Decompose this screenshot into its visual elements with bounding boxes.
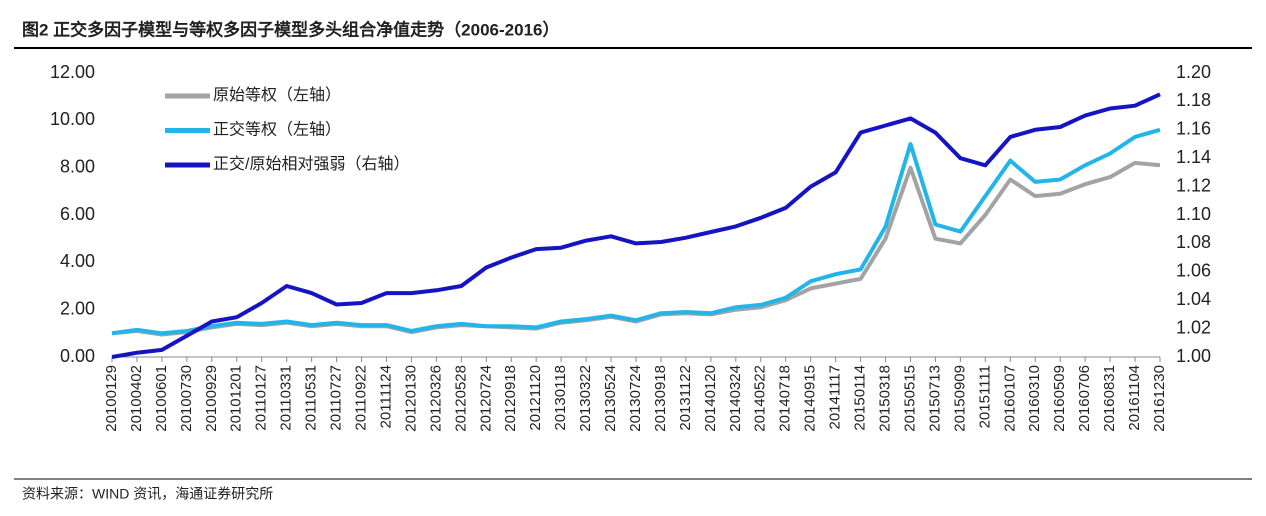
x-tick-label: 20140915 <box>802 365 819 432</box>
x-tick-label: 20120528 <box>452 365 469 432</box>
x-tick-label: 20150515 <box>901 365 918 432</box>
x-tick-label: 20160310 <box>1026 365 1043 432</box>
x-tick-label: 20130118 <box>552 365 569 431</box>
x-tick-label: 20110331 <box>278 365 295 431</box>
y2-tick-label: 1.10 <box>1176 204 1211 224</box>
x-tick-label: 20160831 <box>1101 365 1118 432</box>
x-tick-label: 20150909 <box>951 365 968 432</box>
series-line <box>111 160 1161 337</box>
y2-tick-label: 1.16 <box>1176 119 1211 139</box>
x-tick-label: 20120724 <box>477 365 494 432</box>
x-tick-label: 20110727 <box>328 365 345 431</box>
x-tick-label: 20100129 <box>103 365 120 432</box>
y2-tick-label: 1.14 <box>1176 147 1211 167</box>
y-tick-label: 4.00 <box>60 251 95 271</box>
y-tick-label: 8.00 <box>60 156 95 176</box>
x-tick-label: 20150114 <box>852 365 869 431</box>
x-tick-label: 20130322 <box>577 365 594 432</box>
x-tick-label: 20121120 <box>527 365 544 431</box>
y2-tick-label: 1.00 <box>1176 346 1211 366</box>
x-tick-label: 20131122 <box>677 365 694 431</box>
x-tick-label: 20100601 <box>153 365 170 432</box>
x-tick-label: 20120130 <box>402 365 419 432</box>
x-tick-label: 20120918 <box>502 365 519 432</box>
y2-tick-label: 1.20 <box>1176 62 1211 82</box>
y-tick-label: 6.00 <box>60 204 95 224</box>
x-tick-label: 20161104 <box>1126 365 1143 431</box>
chart-title: 图2 正交多因子模型与等权多因子模型多头组合净值走势（2006-2016） <box>22 19 559 39</box>
x-tick-label: 20150713 <box>926 365 943 432</box>
y-tick-label: 0.00 <box>60 346 95 366</box>
x-tick-label: 20151111 <box>976 365 993 428</box>
x-tick-label: 20161230 <box>1151 365 1168 432</box>
y-tick-label: 10.00 <box>50 109 95 129</box>
x-tick-label: 20111124 <box>377 365 394 428</box>
x-tick-label: 20160107 <box>1001 365 1018 432</box>
x-tick-label: 20110531 <box>303 365 320 431</box>
x-tick-label: 20130524 <box>602 365 619 432</box>
x-tick-label: 20140522 <box>752 365 769 432</box>
x-tick-label: 20120326 <box>427 365 444 432</box>
x-tick-label: 20160509 <box>1051 365 1068 432</box>
x-tick-label: 20110922 <box>352 365 369 431</box>
y-tick-label: 12.00 <box>50 62 95 82</box>
y2-tick-label: 1.06 <box>1176 261 1211 281</box>
y2-tick-label: 1.04 <box>1176 289 1211 309</box>
x-tick-label: 20141117 <box>827 365 844 430</box>
y2-tick-label: 1.18 <box>1176 90 1211 110</box>
x-tick-label: 20130724 <box>627 365 644 432</box>
legend-label: 正交等权（左轴） <box>213 121 341 139</box>
source: 资料来源：WIND 资讯，海通证券研究所 <box>22 486 273 502</box>
x-tick-label: 20101201 <box>228 365 245 432</box>
x-tick-label: 20150318 <box>876 365 893 432</box>
x-tick-label: 20160706 <box>1076 365 1093 432</box>
legend-label: 原始等权（左轴） <box>213 86 341 104</box>
y-tick-label: 2.00 <box>60 298 95 318</box>
y2-tick-label: 1.12 <box>1176 175 1211 195</box>
x-tick-label: 20140324 <box>727 365 744 432</box>
series-line <box>111 92 1161 359</box>
y2-tick-label: 1.08 <box>1176 232 1211 252</box>
x-tick-label: 20130918 <box>652 365 669 432</box>
x-tick-label: 20140120 <box>702 365 719 432</box>
x-tick-label: 20100929 <box>203 365 220 432</box>
legend-label: 正交/原始相对强弱（右轴） <box>213 155 409 173</box>
x-tick-label: 20110127 <box>253 365 270 431</box>
series-line <box>111 127 1161 336</box>
x-tick-label: 20100730 <box>178 365 195 432</box>
x-tick-label: 20140718 <box>777 365 794 432</box>
x-tick-label: 20100402 <box>128 365 145 432</box>
y2-tick-label: 1.02 <box>1176 317 1211 337</box>
